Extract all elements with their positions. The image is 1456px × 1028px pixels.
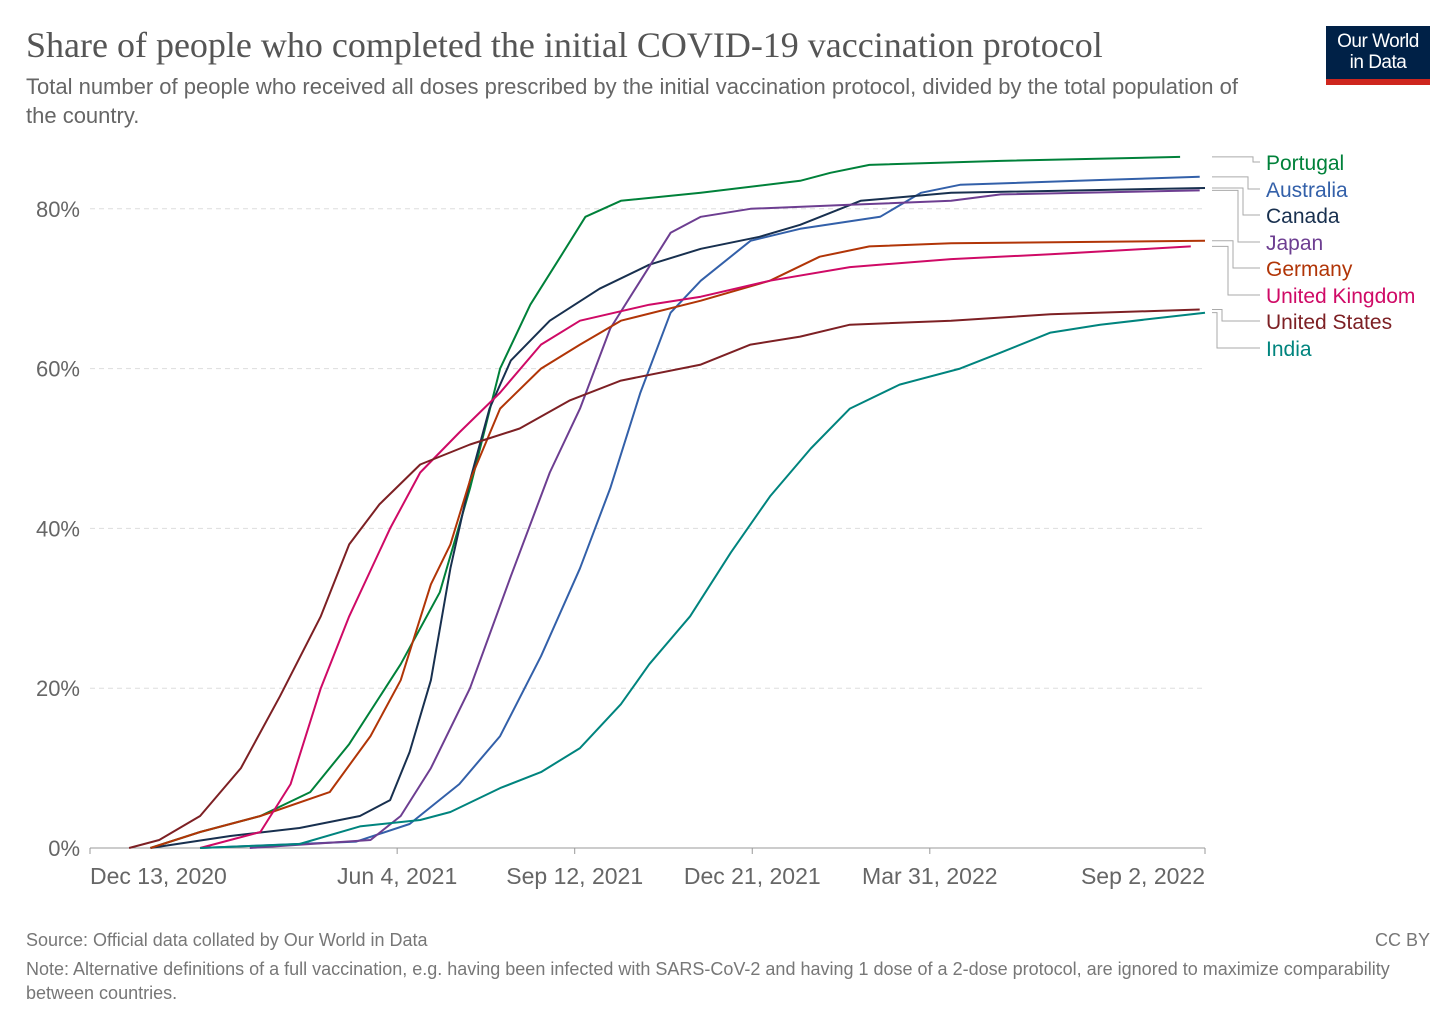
- legend-label-portugal[interactable]: Portugal: [1266, 152, 1344, 175]
- x-tick-label: Dec 21, 2021: [684, 863, 821, 889]
- legend-connector: [1212, 187, 1260, 216]
- x-tick-label: Dec 13, 2020: [90, 863, 227, 889]
- legend-connector: [1212, 308, 1260, 322]
- legend-label-australia[interactable]: Australia: [1266, 179, 1348, 202]
- x-tick-label: Mar 31, 2022: [862, 863, 998, 889]
- legend-connector: [1212, 156, 1260, 163]
- legend-connector: [1212, 176, 1260, 190]
- series-line-germany[interactable]: [150, 239, 1206, 849]
- legend-label-canada[interactable]: Canada: [1266, 205, 1340, 228]
- chart-title: Share of people who completed the initia…: [26, 25, 1103, 65]
- license-link[interactable]: CC BY: [1374, 930, 1430, 950]
- y-tick-label: 80%: [36, 197, 80, 222]
- series-line-australia[interactable]: [200, 175, 1200, 849]
- logo-line2: in Data: [1349, 52, 1407, 73]
- x-tick-label: Jun 4, 2021: [337, 863, 457, 889]
- series-line-united-kingdom[interactable]: [199, 245, 1191, 849]
- footnote: Note: Alternative definitions of a full …: [26, 959, 1390, 1003]
- y-tick-label: 20%: [36, 676, 80, 701]
- legend-label-united-states[interactable]: United States: [1266, 311, 1392, 334]
- series-line-japan[interactable]: [249, 189, 1200, 849]
- y-tick-label: 0%: [48, 836, 80, 861]
- legend-label-germany[interactable]: Germany: [1266, 258, 1353, 281]
- legend-label-united-kingdom[interactable]: United Kingdom: [1266, 285, 1415, 308]
- legend-label-japan[interactable]: Japan: [1266, 232, 1323, 255]
- legend-label-india[interactable]: India: [1266, 338, 1312, 361]
- chart-subtitle: Total number of people who received all …: [26, 74, 1238, 128]
- series-line-canada[interactable]: [150, 187, 1206, 849]
- y-tick-label: 40%: [36, 516, 80, 541]
- series-line-india[interactable]: [200, 311, 1206, 849]
- series-line-united-states[interactable]: [128, 308, 1200, 849]
- x-tick-label: Sep 2, 2022: [1081, 863, 1205, 889]
- series-line-portugal[interactable]: [150, 155, 1181, 849]
- legend-connector: [1212, 240, 1260, 269]
- logo-line1: Our World: [1337, 31, 1419, 52]
- legend-connector: [1212, 245, 1260, 296]
- source-note: Source: Official data collated by Our Wo…: [26, 930, 428, 950]
- owid-logo[interactable]: Our World in Data: [1326, 26, 1430, 85]
- legend-connector: [1212, 189, 1260, 243]
- y-tick-label: 60%: [36, 357, 80, 382]
- legend-connector: [1212, 312, 1260, 349]
- x-tick-label: Sep 12, 2021: [506, 863, 643, 889]
